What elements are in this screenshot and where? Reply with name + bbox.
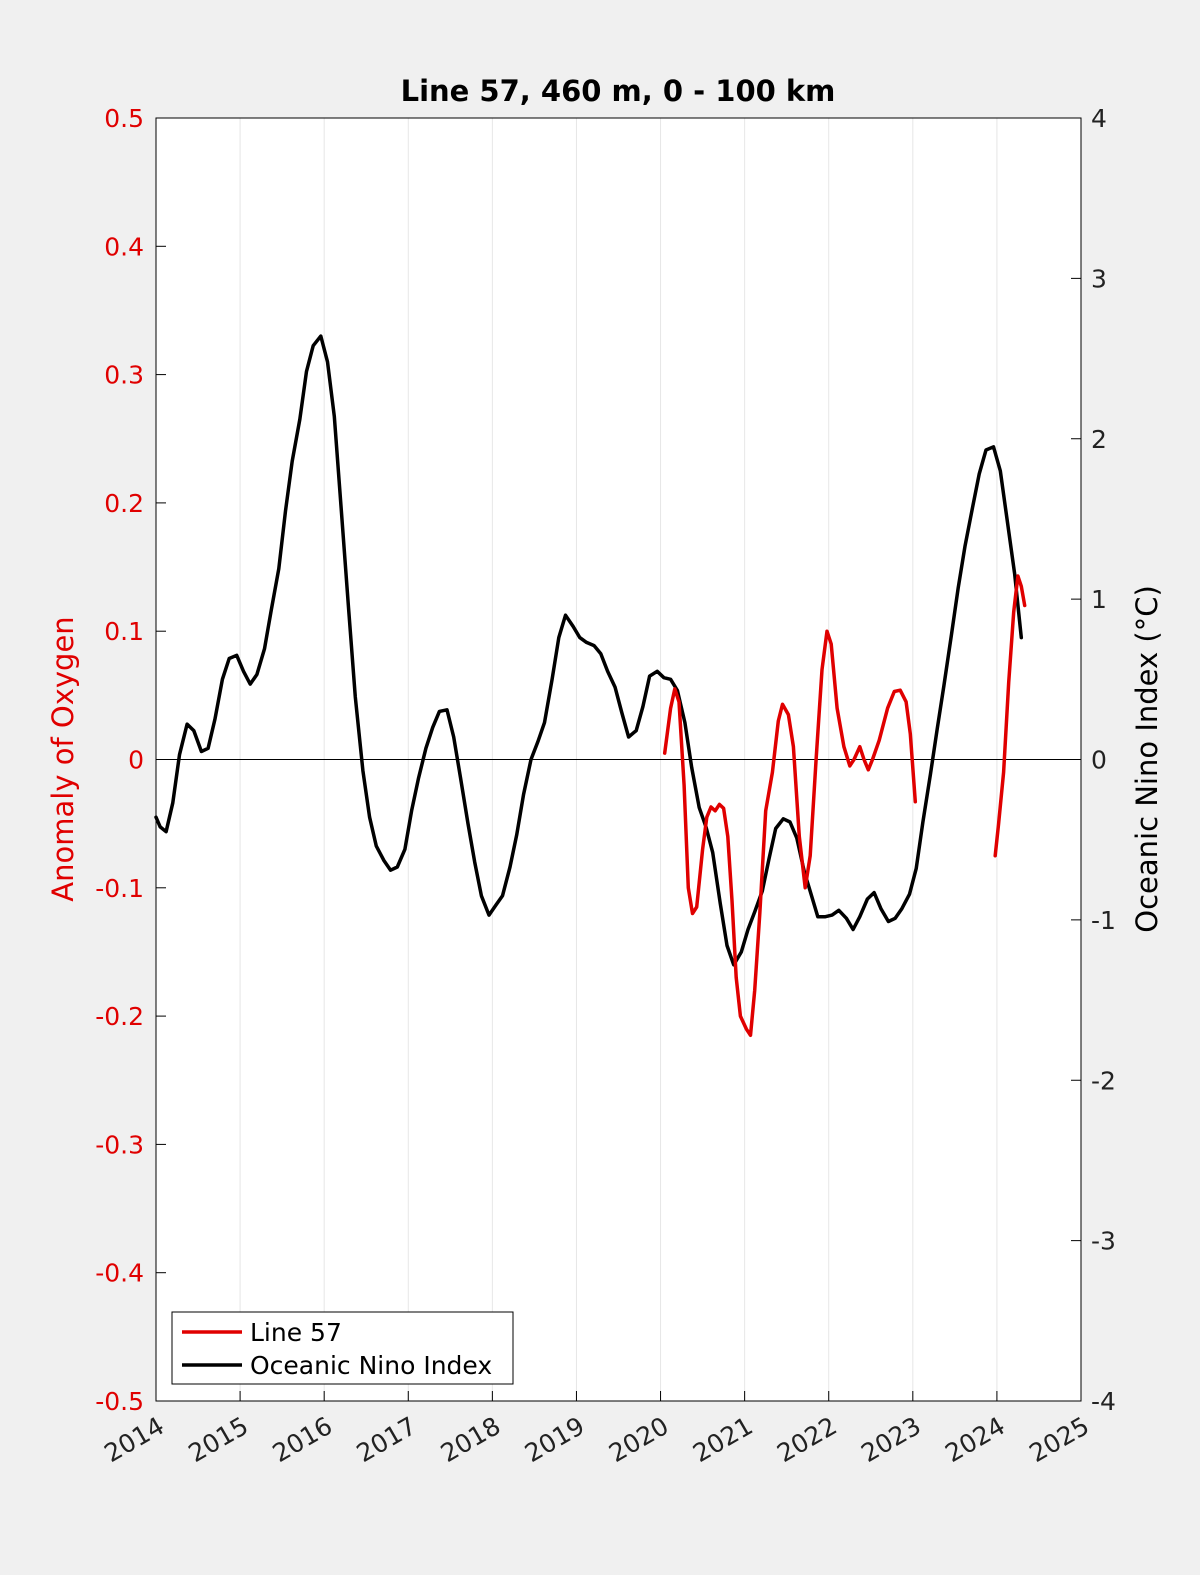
x-tick-label: 2021 bbox=[688, 1411, 758, 1468]
x-tick-label: 2024 bbox=[940, 1411, 1010, 1468]
y-left-tick-label: 0 bbox=[128, 746, 144, 775]
x-tick-label: 2019 bbox=[520, 1411, 590, 1468]
y-axis-right-label: Oceanic Nino Index (°C) bbox=[1130, 585, 1164, 933]
x-tick-label: 2022 bbox=[772, 1411, 842, 1468]
y-left-tick-label: -0.2 bbox=[95, 1002, 144, 1031]
y-left-tick-label: -0.4 bbox=[95, 1259, 144, 1288]
legend-box bbox=[171, 1311, 514, 1385]
y-right-tick-label: -4 bbox=[1091, 1387, 1116, 1416]
y-right-tick-label: -2 bbox=[1091, 1066, 1116, 1095]
x-tick-label: 2017 bbox=[352, 1411, 422, 1468]
series-line-oni bbox=[154, 334, 1024, 967]
series-line-line57-segment-1 bbox=[662, 629, 918, 1038]
x-tick-label: 2018 bbox=[436, 1411, 506, 1468]
x-tick-label: 2016 bbox=[268, 1411, 338, 1468]
x-tick-label: 2020 bbox=[604, 1411, 674, 1468]
y-left-tick-label: -0.3 bbox=[95, 1130, 144, 1159]
y-left-tick-label: -0.5 bbox=[95, 1387, 144, 1416]
y-right-tick-label: -1 bbox=[1091, 906, 1116, 935]
y-left-tick-label: 0.1 bbox=[104, 617, 144, 646]
y-right-tick-label: 1 bbox=[1091, 585, 1107, 614]
y-right-tick-label: 0 bbox=[1091, 746, 1107, 775]
x-tick-label: 2023 bbox=[856, 1411, 926, 1468]
series-group bbox=[154, 334, 1027, 1038]
y-right-tick-label: -3 bbox=[1091, 1227, 1116, 1256]
legend-label-oni: Oceanic Nino Index bbox=[250, 1351, 492, 1380]
y-right-tick-label: 3 bbox=[1091, 264, 1107, 293]
y-left-tick-label: 0.5 bbox=[104, 104, 144, 133]
y-right-tick-label: 4 bbox=[1091, 104, 1107, 133]
y-left-tick-label: -0.1 bbox=[95, 874, 144, 903]
legend: Line 57 Oceanic Nino Index bbox=[171, 1311, 514, 1385]
y-left-tick-label: 0.4 bbox=[104, 232, 144, 261]
y-left-tick-label: 0.3 bbox=[104, 361, 144, 390]
x-tick-label: 2014 bbox=[99, 1411, 169, 1468]
x-tick-label: 2025 bbox=[1024, 1411, 1094, 1468]
chart-title: Line 57, 460 m, 0 - 100 km bbox=[401, 74, 836, 108]
legend-label-line57: Line 57 bbox=[250, 1318, 342, 1347]
y-axis-left-label: Anomaly of Oxygen bbox=[46, 616, 80, 901]
y-right-tick-label: 2 bbox=[1091, 425, 1107, 454]
y-left-tick-label: 0.2 bbox=[104, 489, 144, 518]
series-line-line57-segment-2 bbox=[993, 574, 1027, 858]
x-tick-label: 2015 bbox=[183, 1411, 253, 1468]
